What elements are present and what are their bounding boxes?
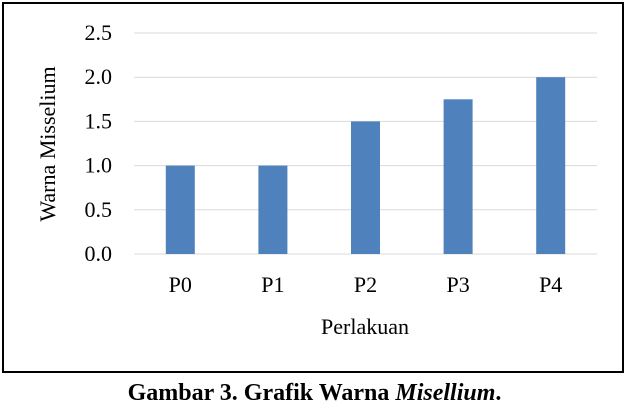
x-axis-title: Perlakuan: [321, 314, 409, 339]
bar-p4: [536, 77, 566, 254]
x-tick-label: P1: [261, 272, 284, 297]
bar-p1: [258, 165, 288, 254]
y-tick-label: 2.5: [85, 20, 113, 45]
bars: [165, 77, 566, 255]
y-tick-label: 0.5: [85, 197, 113, 222]
y-tick-label: 2.0: [85, 64, 113, 89]
bar-p2: [351, 121, 380, 255]
x-tick-label: P0: [169, 272, 192, 297]
caption-prefix: Gambar 3. Grafik Warna: [127, 380, 396, 406]
y-tick-label: 1.5: [85, 108, 113, 133]
bar-p3: [443, 99, 473, 254]
caption-italic: Misellium: [395, 380, 496, 406]
caption-suffix: .: [495, 380, 502, 406]
chart-frame: [2, 2, 624, 373]
x-tick-label: P2: [354, 272, 377, 297]
y-tick-label: 1.0: [85, 153, 113, 178]
bar-chart: 0.0 0.5 1.0 1.5 2.0 2.5 P0 P1 P2 P3 P4 Warna Miss…: [35, 20, 597, 339]
x-tick-label: P3: [446, 272, 469, 297]
y-tick-labels: 0.0 0.5 1.0 1.5 2.0 2.5: [85, 20, 113, 266]
figure-caption: Gambar 3. Grafik Warna Misellium.: [0, 380, 629, 407]
x-tick-labels: P0 P1 P2 P3 P4: [169, 272, 563, 297]
x-tick-label: P4: [539, 272, 562, 297]
y-tick-label: 0.0: [85, 241, 113, 266]
gridlines: [134, 32, 597, 255]
bar-p0: [165, 165, 195, 254]
y-axis-title: Warna Misselium: [35, 66, 60, 221]
